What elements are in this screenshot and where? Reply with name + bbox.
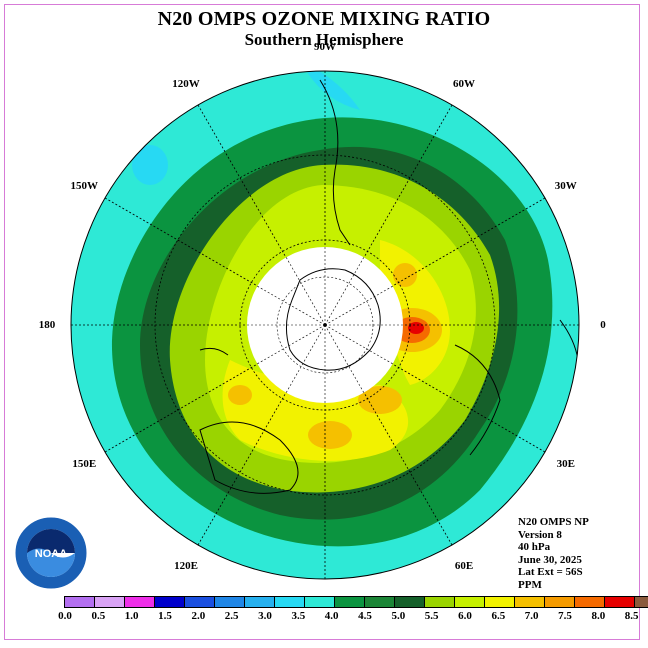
map-boundary <box>70 70 580 580</box>
colorbar-tick-label: 2.5 <box>224 610 239 622</box>
longitude-label: 150W <box>70 180 98 192</box>
colorbar-segment <box>125 597 155 607</box>
colorbar-tick-label: 8.0 <box>591 610 606 622</box>
longitude-label: 60E <box>454 559 474 572</box>
colorbar-tick-label: 1.5 <box>158 610 172 622</box>
colorbar-segment <box>545 597 575 607</box>
colorbar-tick-label: 0.5 <box>91 610 106 622</box>
longitude-label: 30E <box>556 458 575 470</box>
colorbar-tick-label: 8.5 <box>624 610 639 622</box>
colorbar-segment <box>605 597 635 607</box>
noaa-logo: NOAA <box>15 517 87 589</box>
colorbar-segment <box>575 597 605 607</box>
colorbar-segment <box>455 597 485 607</box>
colorbar-segment <box>245 597 275 607</box>
colorbar-segment <box>515 597 545 607</box>
colorbar-segment <box>185 597 215 607</box>
colorbar-tick-label: 7.0 <box>524 610 539 622</box>
info-lat-ext: Lat Ext = 56S <box>518 566 583 579</box>
colorbar-segment <box>425 597 455 607</box>
colorbar-tick-label: 4.5 <box>358 610 372 622</box>
page-title: N20 OMPS OZONE MIXING RATIO <box>157 8 491 30</box>
page-subtitle: Southern Hemisphere <box>244 30 404 49</box>
longitude-label: 60W <box>453 78 475 91</box>
info-date: June 30, 2025 <box>518 553 582 566</box>
longitude-label: 150E <box>72 458 97 470</box>
colorbar-tick-label: 4.0 <box>324 610 339 622</box>
colorbar-tick-label: 6.0 <box>458 610 472 622</box>
info-level: 40 hPa <box>518 541 551 554</box>
colorbar-tick-label: 6.5 <box>491 610 506 622</box>
colorbar-tick-label: 7.5 <box>558 610 572 622</box>
coastline-antarctica <box>286 268 381 371</box>
coastline-australia <box>199 421 299 494</box>
ozone-band-orange-southwest <box>228 385 252 405</box>
coastline-africa <box>454 344 501 456</box>
longitude-label: 30W <box>554 180 577 192</box>
colorbar-ticks: 0.0 0.5 1.0 1.5 2.0 2.5 3.0 3.5 4.0 4.5 5.0 5.5 6.0 6… <box>0 610 648 624</box>
longitude-label: 120E <box>174 559 198 572</box>
colorbar <box>64 596 648 608</box>
longitude-label: 0 <box>600 319 606 331</box>
colorbar-tick-label: 2.0 <box>191 610 206 622</box>
info-version: Version 8 <box>518 528 562 541</box>
colorbar-tick-label: 5.0 <box>391 610 406 622</box>
colorbar-segment <box>365 597 395 607</box>
colorbar-tick-label: 1.0 <box>124 610 139 622</box>
ozone-max-east <box>408 322 424 334</box>
colorbar-segment <box>305 597 335 607</box>
colorbar-segment <box>215 597 245 607</box>
colorbar-tick-label: 3.0 <box>258 610 272 622</box>
polar-graticule <box>247 247 403 403</box>
noaa-logo-text: NOAA <box>35 548 67 560</box>
ozone-band-yellow-south <box>222 360 409 461</box>
graticule <box>71 71 579 579</box>
ozone-band-orange-south2 <box>308 421 352 449</box>
page-frame <box>4 4 640 640</box>
info-block: N20 OMPS NP Version 8 40 hPa June 30, 20… <box>518 516 589 592</box>
colorbar-tick-label: 3.5 <box>291 610 306 622</box>
colorbar-segment <box>335 597 365 607</box>
ozone-band-orange-northeast <box>393 263 417 287</box>
coastline-south-america <box>319 79 351 246</box>
ozone-band-lightblue-north <box>300 71 360 110</box>
longitude-label: 120W <box>172 78 200 91</box>
info-instrument: N20 OMPS NP <box>518 516 589 528</box>
colorbar-segment <box>485 597 515 607</box>
colorbar-segment <box>155 597 185 607</box>
colorbar-tick-label: 5.5 <box>424 610 439 622</box>
ozone-band-lightblue-patch <box>132 145 168 185</box>
colorbar-segment <box>395 597 425 607</box>
colorbar-segment <box>65 597 95 607</box>
longitude-label: 180 <box>38 319 56 331</box>
info-units: PPM <box>518 578 542 591</box>
colorbar-segment <box>635 597 648 607</box>
colorbar-segment <box>95 597 125 607</box>
longitude-label: 90W <box>314 41 336 53</box>
south-pole-marker <box>323 323 327 327</box>
colorbar-tick-label: 0.0 <box>58 610 72 622</box>
colorbar-segment <box>275 597 305 607</box>
ozone-band-orange-south1 <box>358 386 402 414</box>
coastline-new-zealand <box>199 347 229 356</box>
